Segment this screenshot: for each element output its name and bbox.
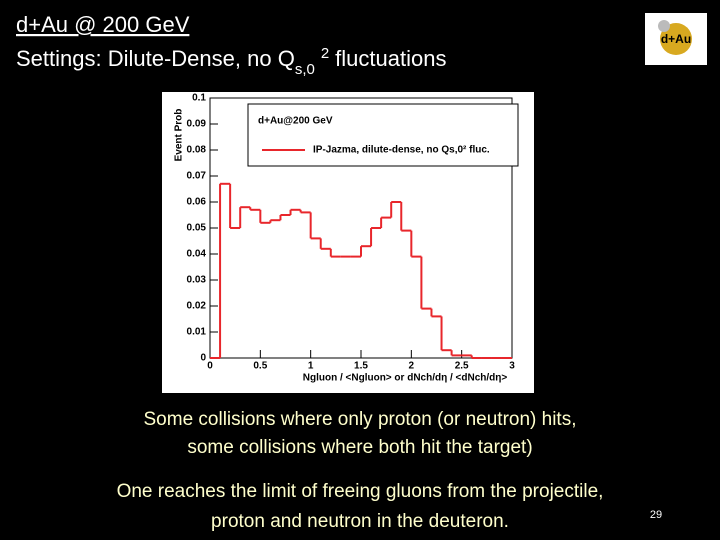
- settings-text: fluctuations: [335, 46, 446, 71]
- body-line: One reaches the limit of freeing gluons …: [117, 481, 604, 502]
- y-tick-label: 0.02: [187, 301, 207, 312]
- y-tick-label: 0.06: [187, 197, 207, 208]
- body-line: some collisions where both hit the targe…: [187, 437, 532, 458]
- x-tick-label: 1.5: [354, 361, 368, 372]
- x-tick-label: 0: [207, 361, 213, 372]
- settings-sup: 2: [321, 45, 329, 62]
- logo: d+Au: [645, 13, 707, 65]
- y-tick-label: 0.01: [187, 327, 207, 338]
- logo-text: d+Au: [661, 32, 691, 46]
- y-tick-label: 0.07: [187, 171, 207, 182]
- x-tick-label: 2: [409, 361, 415, 372]
- logo-ball: [660, 23, 692, 55]
- x-axis-title: Ngluon / <Ngluon> or dNch/dη / <dNch/dη>: [303, 373, 508, 384]
- logo-ball: [658, 20, 670, 32]
- legend-label: IP-Jazma, dilute-dense, no Qs,0² fluc.: [313, 145, 490, 156]
- y-tick-label: 0: [200, 353, 206, 364]
- settings: Settings: Dilute-Dense, no Qs,0 2 fluctuat…: [16, 45, 446, 78]
- y-tick-label: 0.05: [187, 223, 207, 234]
- y-tick-label: 0.04: [187, 249, 207, 260]
- body-line: proton and neutron in the deuteron.: [211, 511, 509, 532]
- settings-text: Settings: Dilute-Dense, no Q: [16, 46, 295, 71]
- y-tick-label: 0.1: [192, 93, 206, 104]
- y-tick-label: 0.03: [187, 275, 207, 286]
- page-number: 29: [650, 509, 662, 521]
- legend-box: [247, 103, 519, 167]
- settings-sub: s,0: [295, 61, 315, 78]
- y-tick-label: 0.09: [187, 119, 207, 130]
- y-tick-label: 0.08: [187, 145, 207, 156]
- x-tick-label: 2.5: [455, 361, 469, 372]
- x-tick-label: 3: [509, 361, 515, 372]
- body-line: Some collisions where only proton (or ne…: [144, 409, 577, 430]
- x-tick-label: 1: [308, 361, 314, 372]
- slide-title: d+Au @ 200 GeV: [16, 12, 190, 37]
- x-tick-label: 0.5: [253, 361, 267, 372]
- legend-title: d+Au@200 GeV: [258, 116, 333, 127]
- y-axis-title: Event Prob: [174, 109, 185, 162]
